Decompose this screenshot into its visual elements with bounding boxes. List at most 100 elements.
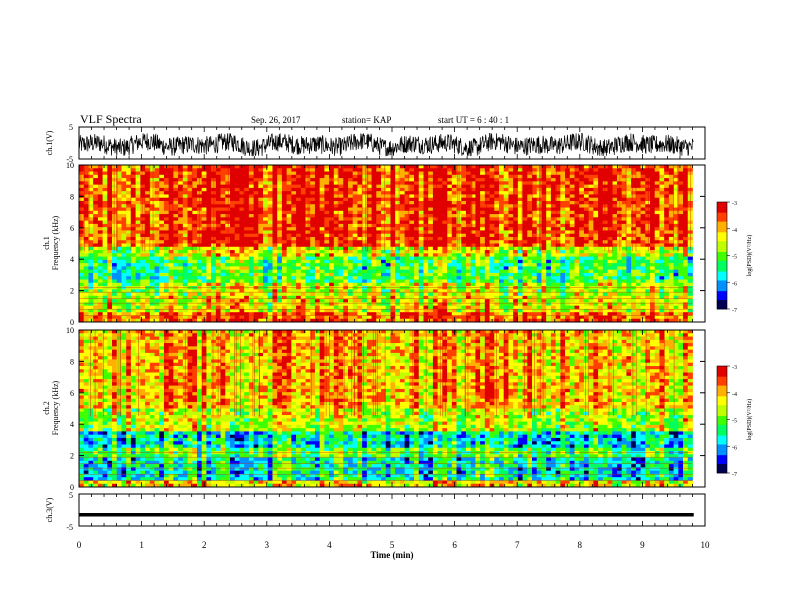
spectrogram-cell bbox=[532, 308, 538, 313]
spectrogram-cell bbox=[79, 214, 85, 218]
spectrogram-cell bbox=[347, 220, 354, 225]
spectrogram-cell bbox=[347, 240, 354, 244]
spectrogram-cell bbox=[503, 204, 509, 208]
spectrogram-cell bbox=[145, 263, 151, 267]
spectrogram-cell bbox=[314, 217, 321, 221]
spectrogram-cell bbox=[192, 178, 198, 182]
spectrogram-cell bbox=[215, 292, 221, 297]
spectrogram-cell bbox=[93, 217, 99, 221]
spectrogram-cell bbox=[357, 250, 363, 254]
spectrogram-cell bbox=[145, 253, 151, 257]
spectrogram-cell bbox=[376, 181, 382, 186]
spectrogram-cell bbox=[555, 200, 561, 205]
spectrogram-cell bbox=[357, 227, 363, 231]
spectrogram-cell bbox=[168, 272, 174, 277]
spectrogram-cell bbox=[178, 171, 184, 176]
spectrogram-cell bbox=[192, 174, 198, 179]
spectrogram-cell bbox=[93, 204, 99, 208]
spectrogram-cell bbox=[263, 236, 269, 241]
spectrogram-cell bbox=[154, 250, 160, 254]
spectrogram-cell bbox=[357, 200, 363, 205]
spectrogram-cell bbox=[414, 286, 420, 290]
spectrogram-cell bbox=[395, 292, 401, 297]
spectrogram-cell bbox=[163, 276, 170, 280]
spectrogram-cell bbox=[338, 308, 344, 313]
spectrogram-cell bbox=[220, 227, 226, 231]
spectrogram-cell bbox=[163, 197, 170, 202]
spectrogram-cell bbox=[314, 194, 321, 199]
spectrogram-cell bbox=[83, 305, 89, 310]
spectrogram-cell bbox=[272, 263, 278, 267]
spectrogram-cell bbox=[220, 276, 226, 280]
spectrogram-cell bbox=[499, 240, 505, 244]
spectrogram-cell bbox=[409, 263, 415, 267]
spectrogram-cell bbox=[244, 168, 250, 172]
spectrogram-cell bbox=[352, 256, 358, 261]
spectrogram-cell bbox=[291, 171, 297, 176]
spectrogram-cell bbox=[475, 312, 481, 316]
spectrogram-cell bbox=[508, 178, 514, 182]
spectrogram-cell bbox=[149, 246, 155, 251]
spectrogram-cell bbox=[300, 223, 306, 228]
spectrogram-cell bbox=[211, 263, 217, 267]
spectrogram-cell bbox=[88, 286, 94, 290]
spectrogram-cell bbox=[277, 181, 283, 186]
spectrogram-cell bbox=[253, 174, 259, 179]
spectrogram-cell bbox=[239, 174, 245, 179]
spectrogram-cell bbox=[414, 256, 420, 261]
spectrogram-cell bbox=[239, 263, 245, 267]
spectrogram-cell bbox=[428, 259, 434, 264]
spectrogram-cell bbox=[503, 194, 509, 199]
spectrogram-cell bbox=[357, 279, 363, 284]
spectrogram-cell bbox=[291, 230, 297, 235]
spectrogram-cell bbox=[447, 243, 453, 248]
spectrogram-cell bbox=[338, 217, 344, 221]
spectrogram-cell bbox=[314, 263, 321, 267]
spectrogram-cell bbox=[88, 168, 94, 172]
spectrogram-cell bbox=[187, 299, 193, 303]
spectrogram-cell bbox=[362, 256, 368, 261]
spectrogram-cell bbox=[112, 250, 118, 254]
spectrogram-cell bbox=[319, 279, 325, 284]
spectrogram-cell bbox=[461, 286, 467, 290]
spectrogram-cell bbox=[107, 200, 113, 205]
spectrogram-cell bbox=[494, 299, 500, 303]
spectrogram-cell bbox=[116, 299, 122, 303]
spectrogram-cell bbox=[347, 246, 354, 251]
spectrogram-cell bbox=[428, 214, 434, 218]
spectrogram-cell bbox=[97, 299, 103, 303]
spectrogram-cell bbox=[97, 240, 103, 244]
spectrogram-cell bbox=[107, 165, 113, 169]
spectrogram-cell bbox=[178, 220, 184, 225]
spectrogram-cell bbox=[234, 318, 240, 323]
spectrogram-cell bbox=[263, 295, 269, 300]
spectrogram-cell bbox=[536, 263, 542, 267]
spectrogram-cell bbox=[437, 187, 443, 192]
spectrogram-cell bbox=[163, 230, 170, 235]
spectrogram-cell bbox=[503, 168, 509, 172]
spectrogram-cell bbox=[546, 305, 552, 310]
spectrogram-cell bbox=[163, 279, 170, 284]
spectrogram-cell bbox=[239, 295, 245, 300]
spectrogram-cell bbox=[399, 217, 406, 221]
spectrogram-cell bbox=[343, 253, 349, 257]
spectrogram-cell bbox=[267, 299, 273, 303]
spectrogram-cell bbox=[145, 256, 151, 261]
spectrogram-cell bbox=[300, 243, 306, 248]
spectrogram-cell bbox=[508, 200, 514, 205]
spectrogram-cell bbox=[357, 168, 363, 172]
spectrogram-cell bbox=[437, 204, 443, 208]
spectrogram-cell bbox=[178, 299, 184, 303]
spectrogram-cell bbox=[286, 286, 292, 290]
spectrogram-cell bbox=[371, 181, 377, 186]
spectrogram-cell bbox=[244, 197, 250, 202]
spectrogram-cell bbox=[404, 214, 410, 218]
spectrogram-cell bbox=[432, 279, 439, 284]
spectrogram-cell bbox=[428, 174, 434, 179]
spectrogram-cell bbox=[163, 305, 170, 310]
spectrogram-cell bbox=[168, 312, 174, 316]
spectrogram-cell bbox=[480, 302, 486, 307]
spectrogram-cell bbox=[230, 289, 236, 293]
spectrogram-cell bbox=[499, 286, 505, 290]
spectrogram-cell bbox=[310, 295, 316, 300]
